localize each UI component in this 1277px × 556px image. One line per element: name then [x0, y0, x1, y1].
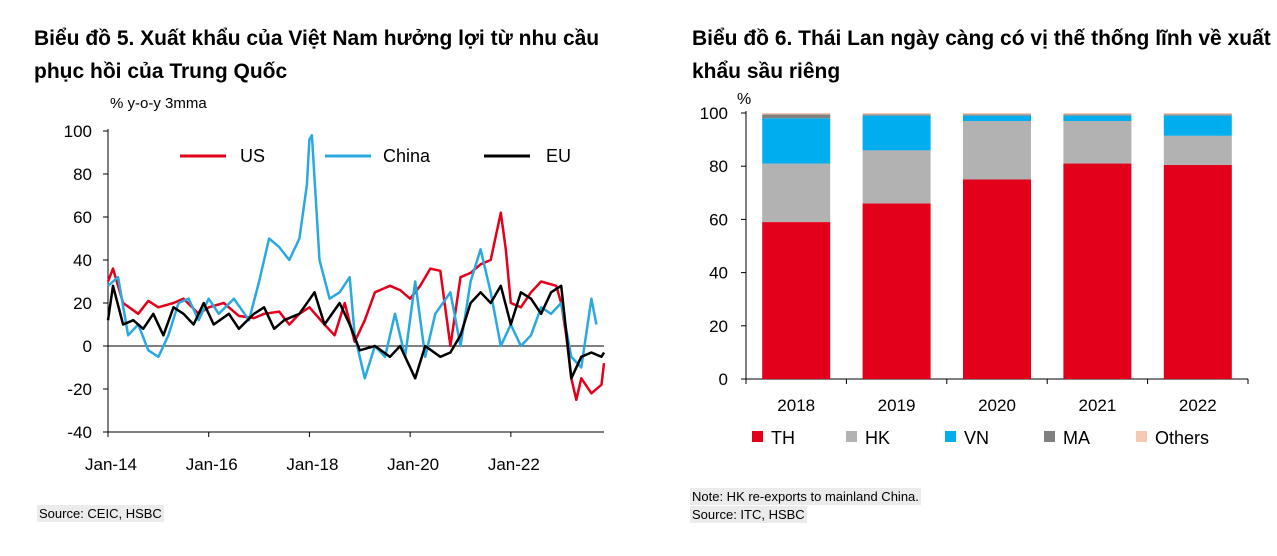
series-line-eu [106, 284, 606, 380]
bar-2021-vn [1063, 115, 1132, 121]
legend-label-hk: HK [865, 428, 890, 448]
bar-2020-others [963, 113, 1031, 115]
y-axis-unit: % [737, 91, 751, 108]
line-chart-vn-exports: % y-o-y 3mma 100 80 60 40 20 0 -20 -40 Jan-14 Jan-… [64, 95, 606, 474]
y-tick-label: 20 [709, 317, 728, 336]
series-line-us [106, 211, 606, 402]
legend-label-th: TH [771, 428, 795, 448]
legend-label-others: Others [1155, 428, 1209, 448]
bar-2022-th [1163, 164, 1232, 379]
y-tick-label: -20 [67, 380, 92, 399]
y-tick-label: -40 [67, 423, 92, 442]
y-tick-label: 80 [709, 157, 728, 176]
y-tick-label: 80 [73, 165, 92, 184]
legend-label-vn: VN [964, 428, 989, 448]
legend-swatch-th [752, 431, 763, 442]
legend-label-ma: MA [1063, 428, 1090, 448]
bar-2018-vn [762, 118, 831, 164]
chart5-title: Biểu đồ 5. Xuất khẩu của Việt Nam hưởng … [34, 27, 600, 83]
chart6-note: Note: HK re-exports to mainland China. [690, 488, 921, 505]
bar-2020-th [963, 179, 1031, 379]
bar-2019-ma [862, 114, 931, 116]
y-tick-label: 20 [73, 294, 92, 313]
bar-2019-th [862, 203, 931, 379]
chart6-title: Biểu đồ 6. Thái Lan ngày càng có vị thế … [692, 27, 1271, 83]
legend-label-china: China [383, 146, 431, 166]
y-tick-label: 100 [64, 122, 92, 141]
y-tick-label: 60 [709, 210, 728, 229]
x-tick-label: Jan-20 [387, 455, 439, 474]
chart5-source: Source: CEIC, HSBC [37, 505, 164, 522]
y-tick-label: 40 [73, 251, 92, 270]
stacked-bar-chart-durian-exports: % 100 80 60 40 20 0 2018 2019 2020 2021 2022 TH HK VN M… [700, 91, 1249, 448]
bar-2018-hk [762, 163, 831, 222]
y-tick-label: 40 [709, 264, 728, 283]
legend-label-us: US [240, 146, 265, 166]
bar-2021-th [1063, 163, 1132, 379]
x-tick-label: 2022 [1179, 396, 1217, 415]
bar-2022-ma [1163, 114, 1232, 116]
series-line-china [107, 134, 598, 380]
bar-2022-vn [1163, 115, 1232, 136]
y-tick-label: 60 [73, 208, 92, 227]
bar-2022-hk [1163, 135, 1232, 165]
bar-2020-ma [963, 114, 1031, 116]
bar-2022-others [1163, 113, 1232, 115]
bar-2021-ma [1063, 114, 1132, 116]
bar-2018-th [762, 222, 831, 379]
x-tick-label: Jan-14 [85, 455, 137, 474]
chart6-source: Source: ITC, HSBC [690, 506, 807, 523]
bar-2021-hk [1063, 121, 1132, 164]
bar-2019-hk [862, 150, 931, 204]
bar-2020-hk [963, 121, 1031, 180]
y-axis-label: % y-o-y 3mma [110, 95, 207, 112]
bar-2019-others [862, 113, 931, 115]
legend-label-eu: EU [546, 146, 571, 166]
legend-swatch-others [1136, 431, 1147, 442]
bar-2020-vn [963, 115, 1031, 121]
bar-2018-others [762, 113, 831, 115]
y-tick-label: 100 [700, 104, 728, 123]
y-tick-label: 0 [83, 337, 92, 356]
x-tick-label: 2018 [777, 396, 815, 415]
x-tick-label: Jan-22 [488, 455, 540, 474]
legend-swatch-ma [1044, 431, 1055, 442]
x-tick-label: Jan-16 [186, 455, 238, 474]
bar-2019-vn [862, 115, 931, 151]
x-tick-label: Jan-18 [286, 455, 338, 474]
x-tick-label: 2021 [1078, 396, 1116, 415]
legend-swatch-vn [945, 431, 956, 442]
x-tick-label: 2020 [978, 396, 1016, 415]
y-tick-label: 0 [719, 370, 728, 389]
bar-2021-others [1063, 113, 1132, 115]
x-tick-label: 2019 [878, 396, 916, 415]
bar-2018-ma [762, 114, 831, 119]
legend-swatch-hk [846, 431, 857, 442]
